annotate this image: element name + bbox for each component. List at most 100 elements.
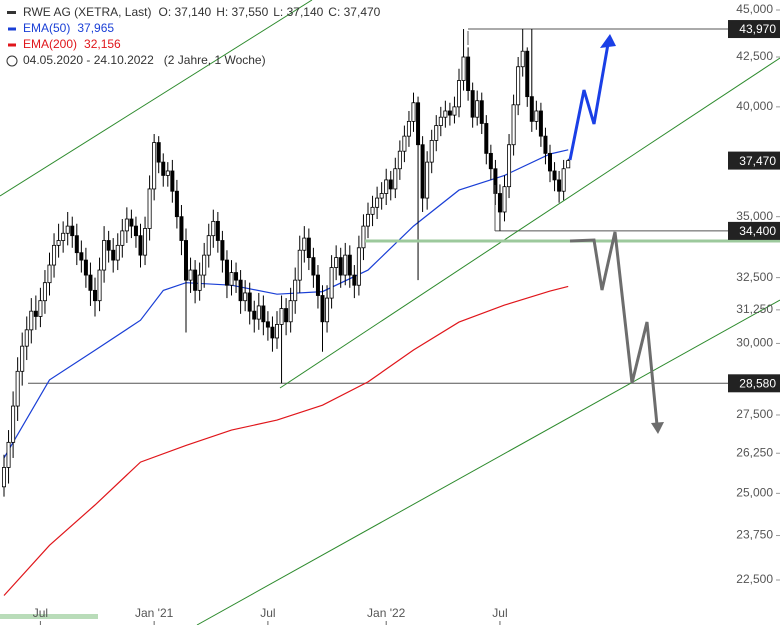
candle-body xyxy=(247,292,252,312)
candle-body xyxy=(325,297,330,323)
scenario-up xyxy=(568,43,610,161)
candle-body xyxy=(297,249,302,281)
plot xyxy=(2,9,780,625)
candle-body xyxy=(466,56,471,91)
candle-body xyxy=(33,310,38,317)
candle-body xyxy=(202,254,207,276)
candle-body xyxy=(270,326,275,339)
price-box xyxy=(728,151,780,170)
candle-body xyxy=(429,140,434,163)
legend: RWE AG (XETRA, Last) O: 37,140 H: 37,550 L:… xyxy=(6,5,381,67)
candle-body xyxy=(265,321,270,328)
ema-line xyxy=(3,149,569,459)
candle-body xyxy=(393,168,398,190)
candle-body xyxy=(370,206,375,215)
candle-body xyxy=(252,310,257,320)
instrument: RWE AG (XETRA, Last) xyxy=(23,5,151,19)
candle-body xyxy=(520,50,525,68)
x-tick-label: Jul xyxy=(492,606,507,620)
candle-body xyxy=(42,282,47,302)
legend-icon xyxy=(7,11,16,14)
x-tick-label: Jan '21 xyxy=(135,606,174,620)
candle-body xyxy=(311,257,316,276)
candle-body xyxy=(475,100,480,118)
x-tick-label: Jul xyxy=(33,606,48,620)
candle-body xyxy=(411,102,416,122)
candle-body xyxy=(120,230,125,246)
candle-body xyxy=(47,264,52,284)
candle-body xyxy=(79,252,84,261)
candle-body xyxy=(566,160,571,169)
candle-body xyxy=(115,244,120,261)
y-tick-label: 31,250 xyxy=(736,302,773,316)
candle-body xyxy=(425,161,430,199)
clock-icon xyxy=(6,55,18,67)
candle-body xyxy=(2,467,7,488)
y-tick-label: 30,000 xyxy=(736,336,773,350)
ohlc: C: 37,470 xyxy=(328,5,380,19)
candle-body xyxy=(274,324,279,339)
candle-body xyxy=(193,269,198,291)
legend-title: RWE AG (XETRA, Last) O: 37,140 H: 37,550 L:… xyxy=(23,5,381,19)
y-tick-label: 42,500 xyxy=(736,49,773,63)
candle-body xyxy=(534,110,539,122)
x-tick-label: Jul xyxy=(260,606,275,620)
candle-body xyxy=(470,90,475,118)
legend-value: 37,965 xyxy=(77,21,114,35)
candle-body xyxy=(447,110,452,116)
candle-body xyxy=(525,50,530,98)
candle-body xyxy=(420,144,425,199)
candle-body xyxy=(29,310,34,331)
candle-body xyxy=(183,240,188,281)
candle-body xyxy=(388,179,393,190)
legend-swatch xyxy=(8,27,16,31)
candle-body xyxy=(284,308,289,323)
price-label: 34,400 xyxy=(739,224,776,238)
candle-body xyxy=(56,240,61,246)
candle-body xyxy=(174,190,179,218)
candle-body xyxy=(24,329,29,347)
candle-body xyxy=(461,56,466,81)
candle-body xyxy=(106,240,111,251)
candle-body xyxy=(479,100,484,124)
candle-body xyxy=(507,144,512,188)
candle-body xyxy=(220,240,225,261)
y-tick-label: 27,500 xyxy=(736,407,773,421)
candle-body xyxy=(402,135,407,152)
candle-body xyxy=(52,244,57,266)
candle-body xyxy=(379,193,384,199)
candle-body xyxy=(384,179,389,194)
candle-body xyxy=(557,179,562,192)
price-label: 28,580 xyxy=(739,376,776,390)
candle-body xyxy=(529,96,534,122)
legend-dates: 04.05.2020 - 24.10.2022 (2 Jahre, 1 Woche… xyxy=(23,53,266,67)
candle-body xyxy=(93,289,98,302)
legend-value: 32,156 xyxy=(84,37,121,51)
candle-body xyxy=(456,80,461,108)
y-tick-label: 40,000 xyxy=(736,99,773,113)
trend-line xyxy=(0,0,313,197)
candle-body xyxy=(224,259,229,286)
candle-body xyxy=(497,193,502,213)
date-range: 04.05.2020 - 24.10.2022 xyxy=(23,53,154,67)
candle-body xyxy=(343,254,348,276)
candle-body xyxy=(279,308,284,325)
candle-body xyxy=(516,66,521,106)
candle-body xyxy=(238,279,243,302)
candle-body xyxy=(102,240,107,271)
ema-line xyxy=(3,285,569,596)
candle-body xyxy=(152,142,157,190)
legend-name: EMA(200) xyxy=(23,37,77,51)
y-tick-label: 23,750 xyxy=(736,528,773,542)
candle-body xyxy=(543,135,548,154)
candle-body xyxy=(256,305,261,320)
candle-body xyxy=(293,279,298,302)
y-tick-label: 25,000 xyxy=(736,486,773,500)
candle-body xyxy=(484,123,489,154)
candle-body xyxy=(502,186,507,213)
candle-body xyxy=(434,125,439,141)
candle-body xyxy=(329,267,334,299)
candle-body xyxy=(561,168,566,192)
candle-body xyxy=(211,220,216,237)
candle-body xyxy=(406,120,411,137)
